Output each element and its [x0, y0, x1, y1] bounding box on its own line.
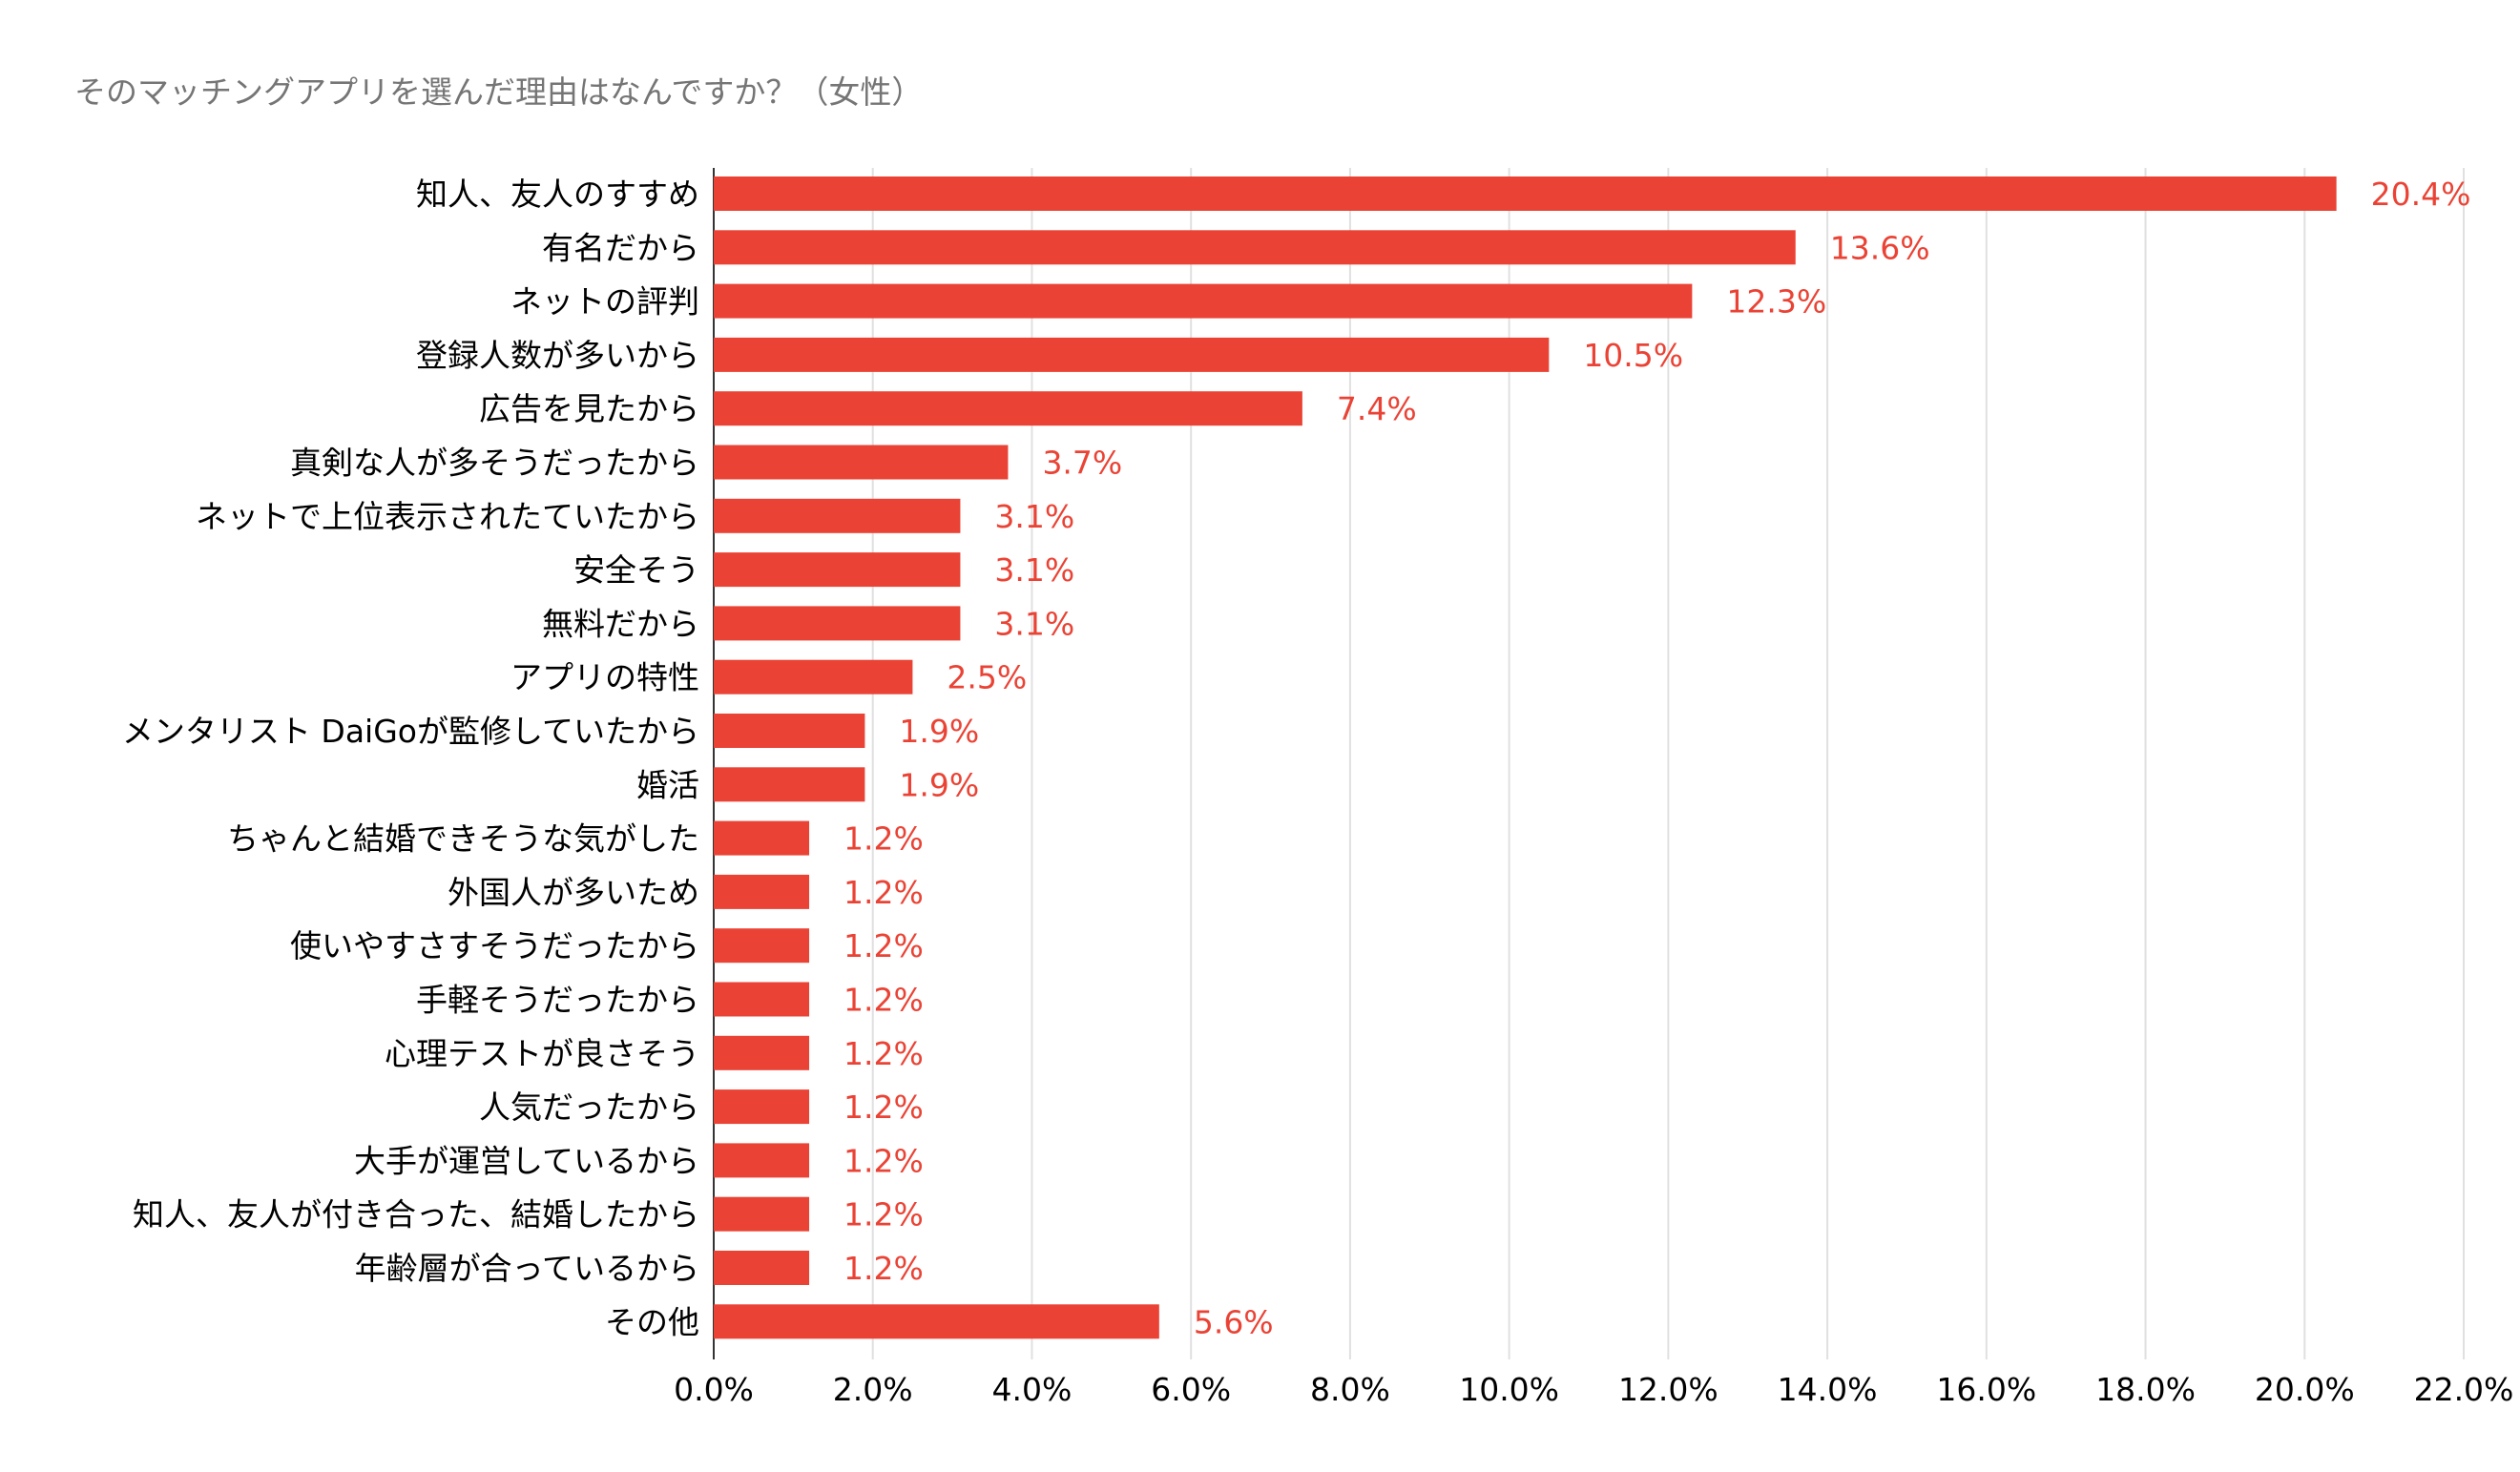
bar	[714, 445, 1009, 480]
value-labels: 20.4% 13.6%12.3% 10.5% 7.4% 3.7% 3.1% 3.1% 3.1%…	[843, 176, 2470, 1340]
category-label: 無料だから	[542, 605, 699, 642]
category-label: 有名だから	[542, 229, 699, 266]
category-label: 使いやすさすそうだったから	[290, 927, 699, 964]
x-tick-label: 6.0%	[1151, 1371, 1231, 1408]
category-label: ちゃんと結婚できそうな気がした	[227, 820, 699, 858]
x-tick-label: 18.0%	[2095, 1371, 2196, 1408]
category-label: 手軽そうだったから	[416, 982, 699, 1019]
category-label: 年齢層が合っているから	[355, 1250, 699, 1287]
category-label: 人気だったから	[479, 1088, 699, 1126]
category-label: 真剣な人が多そうだったから	[290, 445, 699, 482]
value-label: 7.4%	[1337, 390, 1417, 427]
x-tick-label: 4.0%	[992, 1371, 1073, 1408]
category-label: ネットで上位表示されたていたから	[196, 498, 699, 535]
value-label: 1.2%	[843, 982, 924, 1019]
category-label: 安全そう	[573, 551, 699, 589]
value-label: 3.1%	[994, 498, 1074, 535]
bar	[714, 659, 913, 695]
value-label: 20.4%	[2371, 176, 2471, 213]
value-label: 1.9%	[899, 713, 979, 750]
bar	[714, 606, 961, 641]
category-label: 婚活	[636, 766, 699, 803]
category-label: 知人、友人のすすめ	[416, 176, 699, 213]
category-label: メンタリスト DaiGoが監修していたから	[122, 713, 699, 750]
category-label: 知人、友人が付き合った、結婚したから	[133, 1196, 699, 1234]
x-tick-label: 22.0%	[2414, 1371, 2514, 1408]
value-label: 1.2%	[843, 927, 924, 964]
x-tick-label: 16.0%	[1936, 1371, 2036, 1408]
x-tick-label: 20.0%	[2255, 1371, 2355, 1408]
value-label: 1.2%	[843, 820, 924, 858]
bar	[714, 1196, 810, 1232]
category-label: 登録人数が多いから	[416, 337, 699, 374]
x-tick-label: 0.0%	[674, 1371, 754, 1408]
category-label: ネットの評判	[510, 283, 699, 321]
x-tick-label: 8.0%	[1310, 1371, 1390, 1408]
value-label: 3.1%	[994, 551, 1074, 589]
x-tick-label: 10.0%	[1459, 1371, 1559, 1408]
bar	[714, 1304, 1159, 1339]
value-label: 1.9%	[899, 766, 979, 803]
category-label: その他	[605, 1303, 699, 1340]
value-label: 10.5%	[1583, 337, 1683, 374]
bar	[714, 283, 1693, 319]
value-label: 2.5%	[947, 659, 1027, 696]
bar	[714, 1251, 810, 1285]
value-label: 1.2%	[843, 1142, 924, 1179]
x-tick-label: 14.0%	[1778, 1371, 1878, 1408]
value-label: 1.2%	[843, 1196, 924, 1234]
category-label: 外国人が多いため	[448, 874, 699, 911]
category-label: アプリの特性	[510, 659, 699, 696]
value-label: 1.2%	[843, 1088, 924, 1126]
value-label: 1.2%	[843, 1035, 924, 1072]
x-tick-label: 12.0%	[1618, 1371, 1718, 1408]
bar	[714, 982, 810, 1017]
bar	[714, 1143, 810, 1178]
bar	[714, 391, 1302, 426]
value-label: 1.2%	[843, 874, 924, 911]
category-labels: 知人、友人のすすめ有名だからネットの評判登録人数が多いから広告を見たから真剣な人…	[122, 176, 699, 1340]
bars	[714, 176, 2337, 1339]
bar	[714, 874, 810, 909]
value-label: 13.6%	[1830, 229, 1930, 266]
category-label: 大手が運営しているから	[354, 1142, 699, 1179]
bar	[714, 714, 865, 748]
category-label: 広告を見たから	[479, 390, 699, 427]
chart-title: そのマッチングアプリを選んだ理由はなんですか？（女性）	[74, 73, 924, 111]
bar	[714, 498, 961, 533]
bar	[714, 1089, 810, 1125]
category-label: 心理テストが良さそう	[385, 1035, 699, 1072]
value-label: 1.2%	[843, 1250, 924, 1287]
bar	[714, 176, 2337, 211]
value-label: 12.3%	[1726, 283, 1826, 321]
value-label: 3.1%	[994, 605, 1074, 642]
bar	[714, 230, 1796, 265]
value-label: 5.6%	[1194, 1303, 1274, 1340]
bar	[714, 552, 961, 588]
x-tick-label: 2.0%	[833, 1371, 913, 1408]
bar	[714, 820, 810, 856]
bar	[714, 337, 1550, 372]
x-tick-labels: 0.0% 2.0% 4.0% 6.0% 8.0% 10.0% 12.0% 14.0% 16.0%…	[674, 1371, 2513, 1408]
bar	[714, 767, 865, 802]
bar	[714, 928, 810, 964]
value-label: 3.7%	[1042, 445, 1122, 482]
bar	[714, 1035, 810, 1070]
